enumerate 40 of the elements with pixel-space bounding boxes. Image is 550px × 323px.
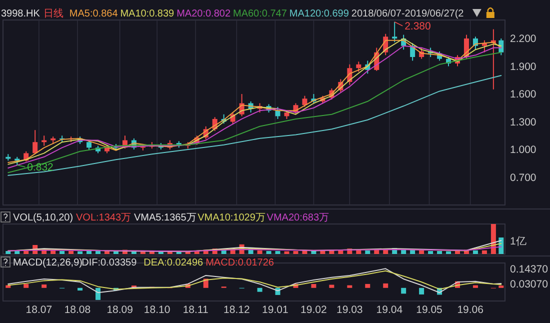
x-tick-label: 19.01 (262, 304, 288, 316)
x-tick-label: 18.07 (26, 304, 52, 316)
text: 1亿 (510, 236, 527, 248)
text: 2018/06/07-2019/06/27(2 (351, 8, 464, 20)
y-tick-label: 1.900 (510, 60, 536, 73)
x-tick-label: 19.06 (457, 304, 484, 316)
chart-title: VOL(5,10,20) (13, 212, 74, 224)
x-tick-label: 18.08 (64, 304, 91, 316)
text: MA60:0.747 (233, 8, 288, 20)
x-tick-label: 18.11 (182, 304, 208, 316)
x-tick-label: 19.03 (336, 304, 363, 316)
annotation: 0.832 (27, 162, 54, 174)
chart-title: MACD(12,26,9) (13, 258, 82, 268)
text: VMA20:683万 (266, 212, 330, 224)
x-tick-label: 18.09 (106, 304, 134, 316)
text: MA10:0.839 (120, 8, 175, 20)
x-tick-label: 19.04 (376, 304, 403, 316)
x-tick-label: 19.05 (416, 304, 443, 316)
chart-title: 3998.HK (1, 8, 40, 20)
y-tick-label: 1.600 (510, 88, 536, 101)
y-tick-label: 2.200 (510, 33, 536, 46)
x-tick-label: 18.12 (224, 304, 250, 316)
y-tick-label: 1.000 (510, 144, 536, 156)
text: MA120:0.699 (289, 8, 350, 20)
series-label: DEA:0.02496 (144, 258, 204, 268)
chart-subtitle: 日线 (43, 8, 64, 20)
text: VMA10:1029万 (198, 212, 266, 224)
y-tick-label: 0.03070 (510, 278, 548, 291)
x-tick-label: 19.02 (300, 304, 327, 316)
text: MA5:0.864 (69, 8, 118, 20)
series-label: MACD:0.01726 (206, 258, 274, 268)
y-tick-label: 1.300 (510, 116, 536, 128)
series-label: DIF:0.03359 (82, 258, 138, 268)
x-tick-label: 18.10 (144, 304, 170, 316)
text: VOL:1343万 (76, 212, 132, 224)
y-tick-label: 0.14370 (510, 264, 548, 276)
annotation: 2.380 (404, 20, 432, 33)
y-tick-label: 0.700 (510, 172, 536, 184)
text: VMA5:1365万 (134, 212, 196, 224)
text: MA20:0.802 (176, 8, 231, 20)
